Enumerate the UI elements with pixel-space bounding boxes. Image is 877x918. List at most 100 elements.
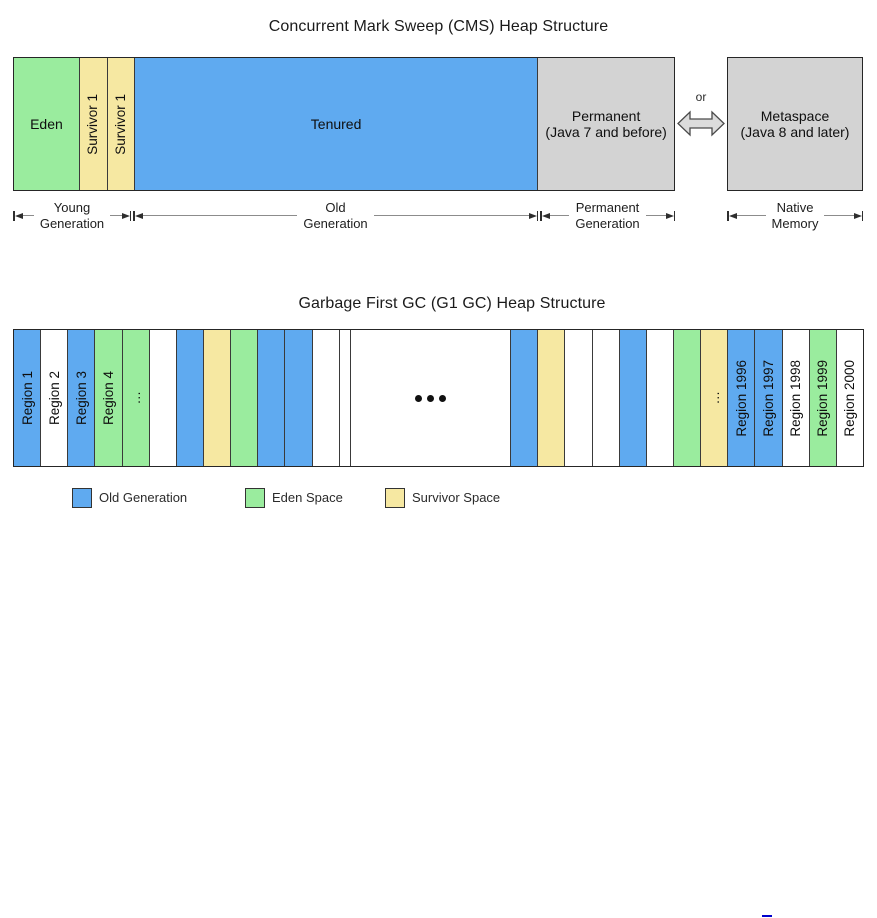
metaspace-block: Metaspace (Java 8 and later) (727, 57, 863, 191)
dimension-line (549, 214, 570, 217)
g1-region (538, 330, 566, 466)
dimension-end-tick (673, 210, 676, 221)
cms-heap-bar: Eden Survivor 1 Survivor 1 Tenured Perma… (13, 57, 675, 191)
g1-region-label: Region 1999 (815, 359, 831, 437)
g1-region (258, 330, 286, 466)
metaspace-label: Metaspace (Java 8 and later) (740, 108, 850, 140)
dimension-line (373, 214, 529, 217)
g1-region-label: Region 1996 (733, 359, 749, 437)
cms-segment-eden: Eden (14, 58, 80, 190)
g1-region-label: Region 3 (73, 370, 89, 426)
arrowhead-left-icon (14, 212, 23, 219)
cms-segment-survivor-1a: Survivor 1 (79, 58, 108, 190)
g1-region: … (122, 330, 150, 466)
g1-region: Region 1 (14, 330, 42, 466)
dimension-permanent-generation: Permanent Generation (540, 198, 676, 233)
dimension-end-tick (133, 210, 135, 221)
dimension-label: Old Generation (303, 200, 368, 231)
arrowhead-right-icon (528, 212, 537, 219)
cms-diagram-title: Concurrent Mark Sweep (CMS) Heap Structu… (268, 18, 609, 35)
dimension-end-tick (727, 210, 729, 221)
dimension-end-tick (129, 210, 132, 221)
arrowhead-right-icon (665, 212, 674, 219)
dimension-label: Native Memory (771, 200, 819, 231)
cms-segment-label: Tenured (310, 116, 362, 132)
g1-region (176, 330, 204, 466)
dimension-native-memory: Native Memory (727, 198, 864, 233)
cms-segment-survivor-1b: Survivor 1 (107, 58, 135, 190)
dimension-label: Young Generation (39, 200, 105, 231)
g1-region-label: Region 4 (100, 370, 116, 426)
legend-item: Survivor Space (385, 487, 500, 508)
dimension-line (22, 214, 34, 217)
arrowhead-right-icon (121, 212, 130, 219)
g1-region-label: … (706, 391, 722, 405)
g1-region (565, 330, 593, 466)
g1-region: Region 4 (95, 330, 123, 466)
g1-diagram-title: Garbage First GC (G1 GC) Heap Structure (298, 295, 606, 312)
cms-segment-label: Survivor 1 (85, 93, 101, 155)
g1-region-label: Region 2000 (842, 359, 858, 437)
arrowhead-left-icon (541, 212, 550, 219)
double-arrow-icon (677, 110, 725, 137)
arrowhead-right-icon (853, 212, 862, 219)
legend-label: Survivor Space (412, 490, 501, 505)
dimension-end-tick (540, 210, 542, 221)
g1-region-label: Region 1997 (760, 359, 776, 437)
g1-region: Region 1998 (782, 330, 810, 466)
g1-region-label: … (128, 391, 144, 405)
legend-swatch (245, 487, 265, 508)
legend-swatch (72, 487, 92, 508)
cms-segment-label: Permanent (Java 7 and before) (545, 108, 667, 140)
cms-segment-label: Survivor 1 (112, 93, 128, 155)
arrowhead-left-icon (728, 212, 737, 219)
dimension-end-tick (13, 210, 15, 221)
dimension-label: Permanent Generation (575, 200, 640, 231)
dimension-end-tick (861, 210, 864, 221)
g1-region (619, 330, 647, 466)
legend-label: Eden Space (272, 490, 343, 505)
cms-segment-label: Eden (30, 116, 63, 132)
g1-region: Region 2000 (836, 330, 863, 466)
legend-label: Old Generation (99, 490, 188, 505)
cms-segment-permanent: Permanent (Java 7 and before) (538, 58, 674, 190)
dimension-young-generation: Young Generation (13, 198, 132, 233)
g1-region (351, 330, 512, 466)
link-underline-artifact (762, 915, 772, 917)
cms-segment-tenured: Tenured (134, 58, 539, 190)
g1-region (511, 330, 539, 466)
g1-region: Region 1996 (728, 330, 756, 466)
g1-region (231, 330, 259, 466)
legend-item: Eden Space (245, 487, 343, 508)
g1-region-label: Region 2 (46, 370, 62, 426)
dimension-end-tick (536, 210, 539, 221)
dimension-line (736, 214, 766, 217)
g1-region: Region 1997 (755, 330, 783, 466)
g1-region-label: Region 1 (19, 370, 35, 426)
g1-heap-bar: Region 1 Region 2 Region 3 Region 4 … (13, 329, 864, 467)
g1-region: Region 3 (68, 330, 96, 466)
dimension-line (142, 214, 298, 217)
dimension-line (645, 214, 666, 217)
g1-region (203, 330, 232, 466)
g1-region-label: Region 1998 (788, 359, 804, 437)
dimension-line (110, 214, 122, 217)
g1-region: Region 1999 (809, 330, 837, 466)
legend-item: Old Generation (72, 487, 187, 508)
g1-region (592, 330, 620, 466)
legend-swatch (385, 487, 405, 508)
or-label: or (695, 90, 707, 104)
g1-region (673, 330, 702, 466)
dimension-line (824, 214, 854, 217)
g1-region (646, 330, 674, 466)
g1-region (149, 330, 177, 466)
g1-region (312, 330, 340, 466)
dimension-old-generation: Old Generation (133, 198, 539, 233)
g1-region: … (701, 330, 729, 466)
g1-region (285, 330, 313, 466)
ellipsis-dots-icon (415, 394, 447, 402)
g1-region (339, 330, 352, 466)
arrowhead-left-icon (134, 212, 143, 219)
g1-region: Region 2 (41, 330, 69, 466)
